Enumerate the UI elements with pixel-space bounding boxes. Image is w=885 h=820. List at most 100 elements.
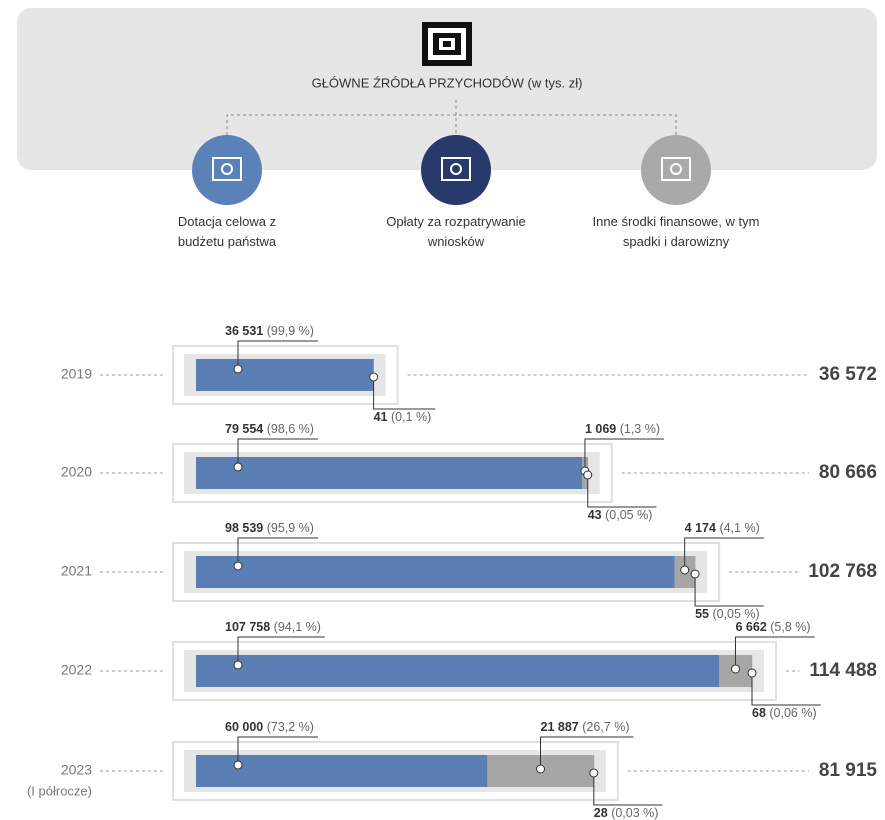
icon-glyph [441,157,471,181]
leader-dot [536,764,546,774]
percent-label: (0,03 %) [611,806,658,820]
percent-label: (99,9 %) [267,324,314,338]
leader-dot [233,561,243,571]
data-label: 98 539 (95,9 %) [225,521,314,535]
leader-dot [747,668,757,678]
data-label: 21 887 (26,7 %) [541,720,630,734]
data-label: 41 (0,1 %) [374,410,432,424]
category-sublabel: (I półrocze) [27,783,92,798]
leader-dot [730,664,740,674]
percent-label: (0,1 %) [391,410,431,424]
bar-segment [196,457,583,489]
category-label: 2021 [61,563,92,579]
legend-label: Opłaty za rozpatrywanie wniosków [386,214,526,249]
value-label: 1 069 [585,422,616,436]
total-label: 81 915 [819,760,878,781]
bar-segment [196,655,720,687]
value-label: 28 [594,806,608,820]
value-label: 55 [695,607,709,621]
data-label: 68 (0,06 %) [752,706,817,720]
value-label: 107 758 [225,620,270,634]
percent-label: (0,05 %) [712,607,759,621]
leader-dot [690,569,700,579]
leader-dot [369,372,379,382]
legend-label-box: Inne środki finansowe, w tym spadki i da… [592,214,760,249]
leader-dot [233,660,243,670]
leader-line [684,537,764,570]
total-label: 36 572 [819,364,877,385]
data-label: 43 (0,05 %) [588,508,653,522]
value-label: 41 [374,410,388,424]
legend-label-box: Opłaty za rozpatrywanie wniosków [386,214,526,249]
percent-label: (95,9 %) [267,521,314,535]
bar-segment [196,556,675,588]
data-label: 79 554 (98,6 %) [225,422,314,436]
percent-label: (73,2 %) [267,720,314,734]
data-label: 1 069 (1,3 %) [585,422,660,436]
leader-dot [233,760,243,770]
value-label: 60 000 [225,720,263,734]
value-label: 79 554 [225,422,263,436]
category-label: 2023 [61,762,92,778]
value-label: 21 887 [541,720,579,734]
leader-dot [583,470,593,480]
legend-icon [192,135,262,205]
leader-dot [233,462,243,472]
leader-dot [233,364,243,374]
leader-line [587,475,657,508]
category-label: 2019 [61,366,92,382]
icon-glyph [670,163,682,175]
percent-label: (26,7 %) [582,720,629,734]
leader-line [694,574,764,607]
percent-label: (4,1 %) [719,521,759,535]
leader-line [540,736,634,769]
data-label: 4 174 (4,1 %) [685,521,760,535]
legend-label: Inne środki finansowe, w tym spadki i da… [592,214,760,249]
leader-line [751,673,821,706]
total-label: 114 488 [809,660,877,681]
category-label: 2020 [61,464,92,480]
header-icon [422,22,472,66]
legend-label-box: Dotacja celowa z budżetu państwa [178,214,276,249]
total-label: 102 768 [808,561,877,582]
leader-line [237,736,318,765]
percent-label: (98,6 %) [267,422,314,436]
leader-line [237,537,318,566]
value-label: 43 [588,508,602,522]
percent-label: (94,1 %) [274,620,321,634]
legend-item: Opłaty za rozpatrywanie wniosków [386,135,526,249]
data-label: 36 531 (99,9 %) [225,324,314,338]
legend-item: Dotacja celowa z budżetu państwa [178,135,276,249]
legend-icon [421,135,491,205]
percent-label: (5,8 %) [770,620,810,634]
total-label: 80 666 [819,462,877,483]
bar-segment [196,359,374,391]
value-label: 6 662 [735,620,766,634]
legend-icon [641,135,711,205]
data-label: 6 662 (5,8 %) [735,620,810,634]
leader-line [237,438,318,467]
value-label: 4 174 [685,521,716,535]
leader-line [237,636,325,665]
leader-line [734,636,815,669]
leader-dot [589,768,599,778]
leader-line [593,773,663,806]
leader-dot [680,565,690,575]
percent-label: (1,3 %) [620,422,660,436]
data-label: 28 (0,03 %) [594,806,659,820]
value-label: 98 539 [225,521,263,535]
leader-line [584,438,665,471]
percent-label: (0,05 %) [605,508,652,522]
icon-glyph [450,163,462,175]
leader-line [237,340,318,369]
icon-glyph [661,157,691,181]
data-label: 55 (0,05 %) [695,607,760,621]
data-label: 107 758 (94,1 %) [225,620,321,634]
value-label: 68 [752,706,766,720]
header-title: GŁÓWNE ŹRÓDŁA PRZYCHODÓW (w tys. zł) [312,75,583,90]
data-label: 60 000 (73,2 %) [225,720,314,734]
value-label: 36 531 [225,324,263,338]
legend-item: Inne środki finansowe, w tym spadki i da… [592,135,760,249]
icon-glyph [221,163,233,175]
